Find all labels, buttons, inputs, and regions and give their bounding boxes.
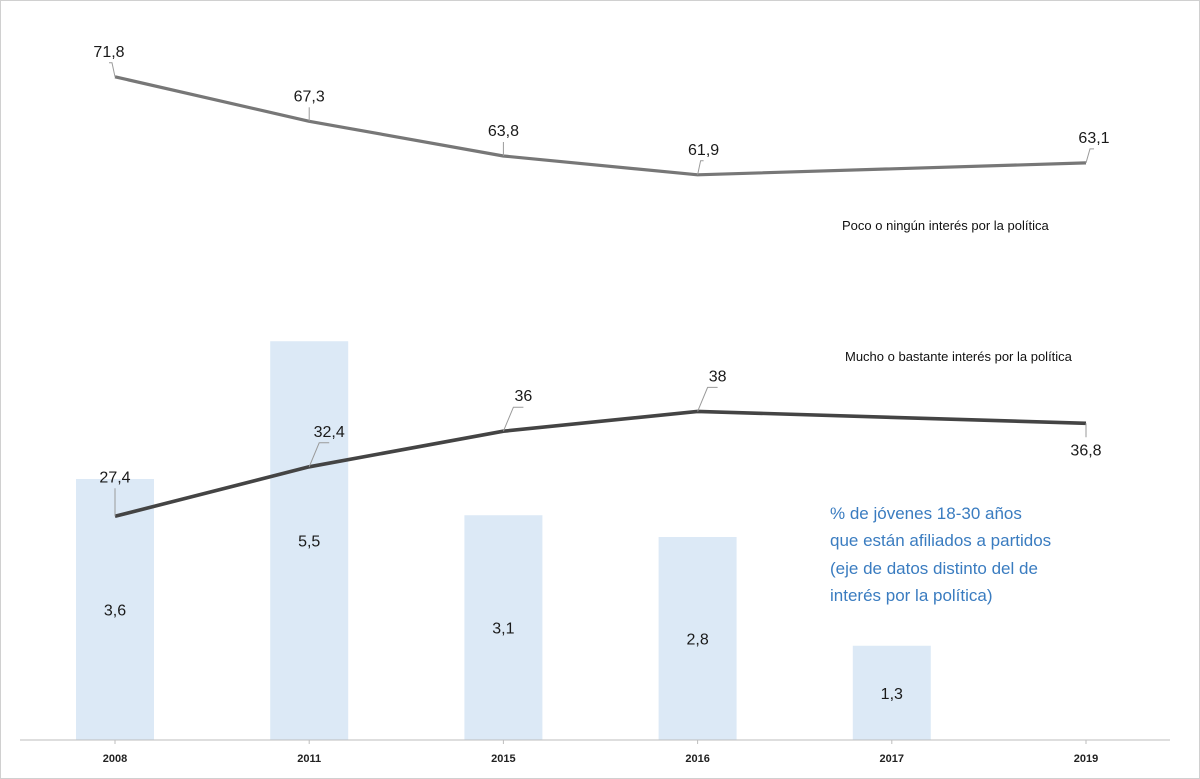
bar-label-2011: 5,5 [298, 534, 320, 551]
point-label-poco-2019: 63,1 [1078, 130, 1109, 147]
x-tick-2019: 2019 [1074, 753, 1098, 765]
labels-layer: 3,6 5,5 3,1 2,8 1,3 71,8 67,3 63,8 61,9 63,1 27,4 3… [93, 44, 1109, 703]
point-label-poco-2015: 63,8 [488, 123, 519, 140]
x-tick-2016: 2016 [685, 753, 709, 765]
x-tick-2011: 2011 [297, 753, 321, 765]
bar-label-2008: 3,6 [104, 603, 126, 620]
x-tick-2017: 2017 [880, 753, 904, 765]
bar-2017 [852, 645, 931, 740]
leader-poco-2019 [1085, 148, 1094, 164]
x-tick-2008: 2008 [103, 753, 127, 765]
bar-2008 [76, 479, 154, 740]
series-name-poco: Poco o ningún interés por la política [842, 218, 1049, 233]
point-label-poco-2016: 61,9 [688, 142, 719, 159]
note-line-3: (eje de datos distinto del de [830, 559, 1038, 578]
bar-2016 [658, 537, 737, 740]
point-label-mucho-2019: 36,8 [1070, 442, 1101, 459]
point-label-mucho-2015: 36 [515, 388, 533, 405]
leader-poco-2008 [109, 62, 116, 77]
leader-mucho-2015 [502, 406, 524, 432]
note-line-1: % de jóvenes 18-30 años [830, 504, 1022, 523]
bar-label-2015: 3,1 [492, 621, 514, 638]
note-line-2: que están afiliados a partidos [830, 531, 1051, 550]
note-line-4: interés por la política) [830, 586, 993, 605]
point-label-poco-2008: 71,8 [93, 44, 124, 61]
point-label-mucho-2016: 38 [709, 368, 727, 385]
bars-layer [76, 341, 931, 740]
affiliation-note: % de jóvenes 18-30 años que están afilia… [830, 504, 1051, 605]
bar-2015 [464, 515, 543, 740]
point-label-mucho-2011: 32,4 [314, 424, 345, 441]
leader-poco-2016 [697, 160, 704, 175]
leader-mucho-2016 [697, 386, 718, 412]
point-label-mucho-2008: 27,4 [99, 469, 130, 486]
x-axis-ticks: 2008 2011 2015 2016 2017 2019 [103, 740, 1098, 765]
leader-mucho-2011 [308, 442, 330, 467]
bar-2011 [270, 341, 349, 740]
bar-label-2017: 1,3 [881, 686, 903, 703]
x-tick-2015: 2015 [491, 753, 515, 765]
series-name-mucho: Mucho o bastante interés por la política [845, 349, 1073, 364]
bar-label-2016: 2,8 [686, 632, 708, 649]
point-label-poco-2011: 67,3 [294, 88, 325, 105]
